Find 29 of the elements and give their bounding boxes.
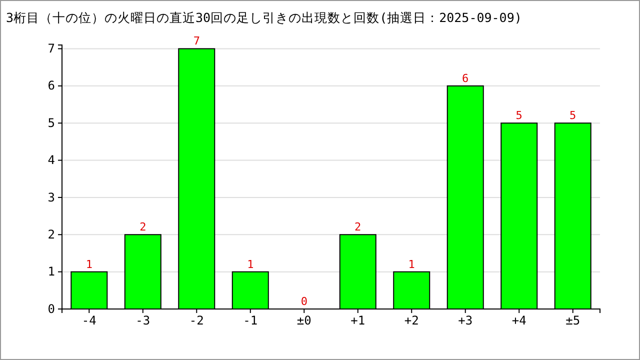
data-label: 7 <box>193 34 200 48</box>
y-tick-label: 3 <box>48 190 55 204</box>
x-tick-label: ±5 <box>566 314 580 328</box>
x-tick-label: ±0 <box>296 314 312 328</box>
y-tick-label: 6 <box>48 78 55 93</box>
data-label: 0 <box>300 295 308 308</box>
y-tick-label: 7 <box>48 42 55 56</box>
data-label: 1 <box>408 258 415 271</box>
y-tick-label: 0 <box>48 302 55 316</box>
x-tick-label: -4 <box>82 314 96 328</box>
x-tick-label: +3 <box>458 314 473 328</box>
y-tick-label: 4 <box>48 153 55 168</box>
data-label: 5 <box>570 109 576 122</box>
x-tick-label: +4 <box>512 314 526 328</box>
x-tick-label: -2 <box>189 314 204 328</box>
x-tick-label: -1 <box>243 314 258 328</box>
y-tick-label: 5 <box>48 116 55 130</box>
chart-title: 3桁目（十の位）の火曜日の直近30回の足し引きの出現数と回数(抽選日：2025-09-09) <box>6 10 522 25</box>
data-label: 2 <box>354 220 362 234</box>
data-label: 1 <box>247 258 254 271</box>
data-label: 2 <box>140 220 146 234</box>
x-tick-label: -3 <box>136 314 150 328</box>
y-tick-label: 1 <box>48 264 55 279</box>
x-tick-label: +1 <box>350 314 366 328</box>
data-label: 5 <box>516 109 522 122</box>
x-tick-label: +2 <box>404 314 419 328</box>
data-label: 6 <box>462 72 469 85</box>
data-label: 1 <box>86 258 92 271</box>
y-tick-label: 2 <box>48 227 55 242</box>
